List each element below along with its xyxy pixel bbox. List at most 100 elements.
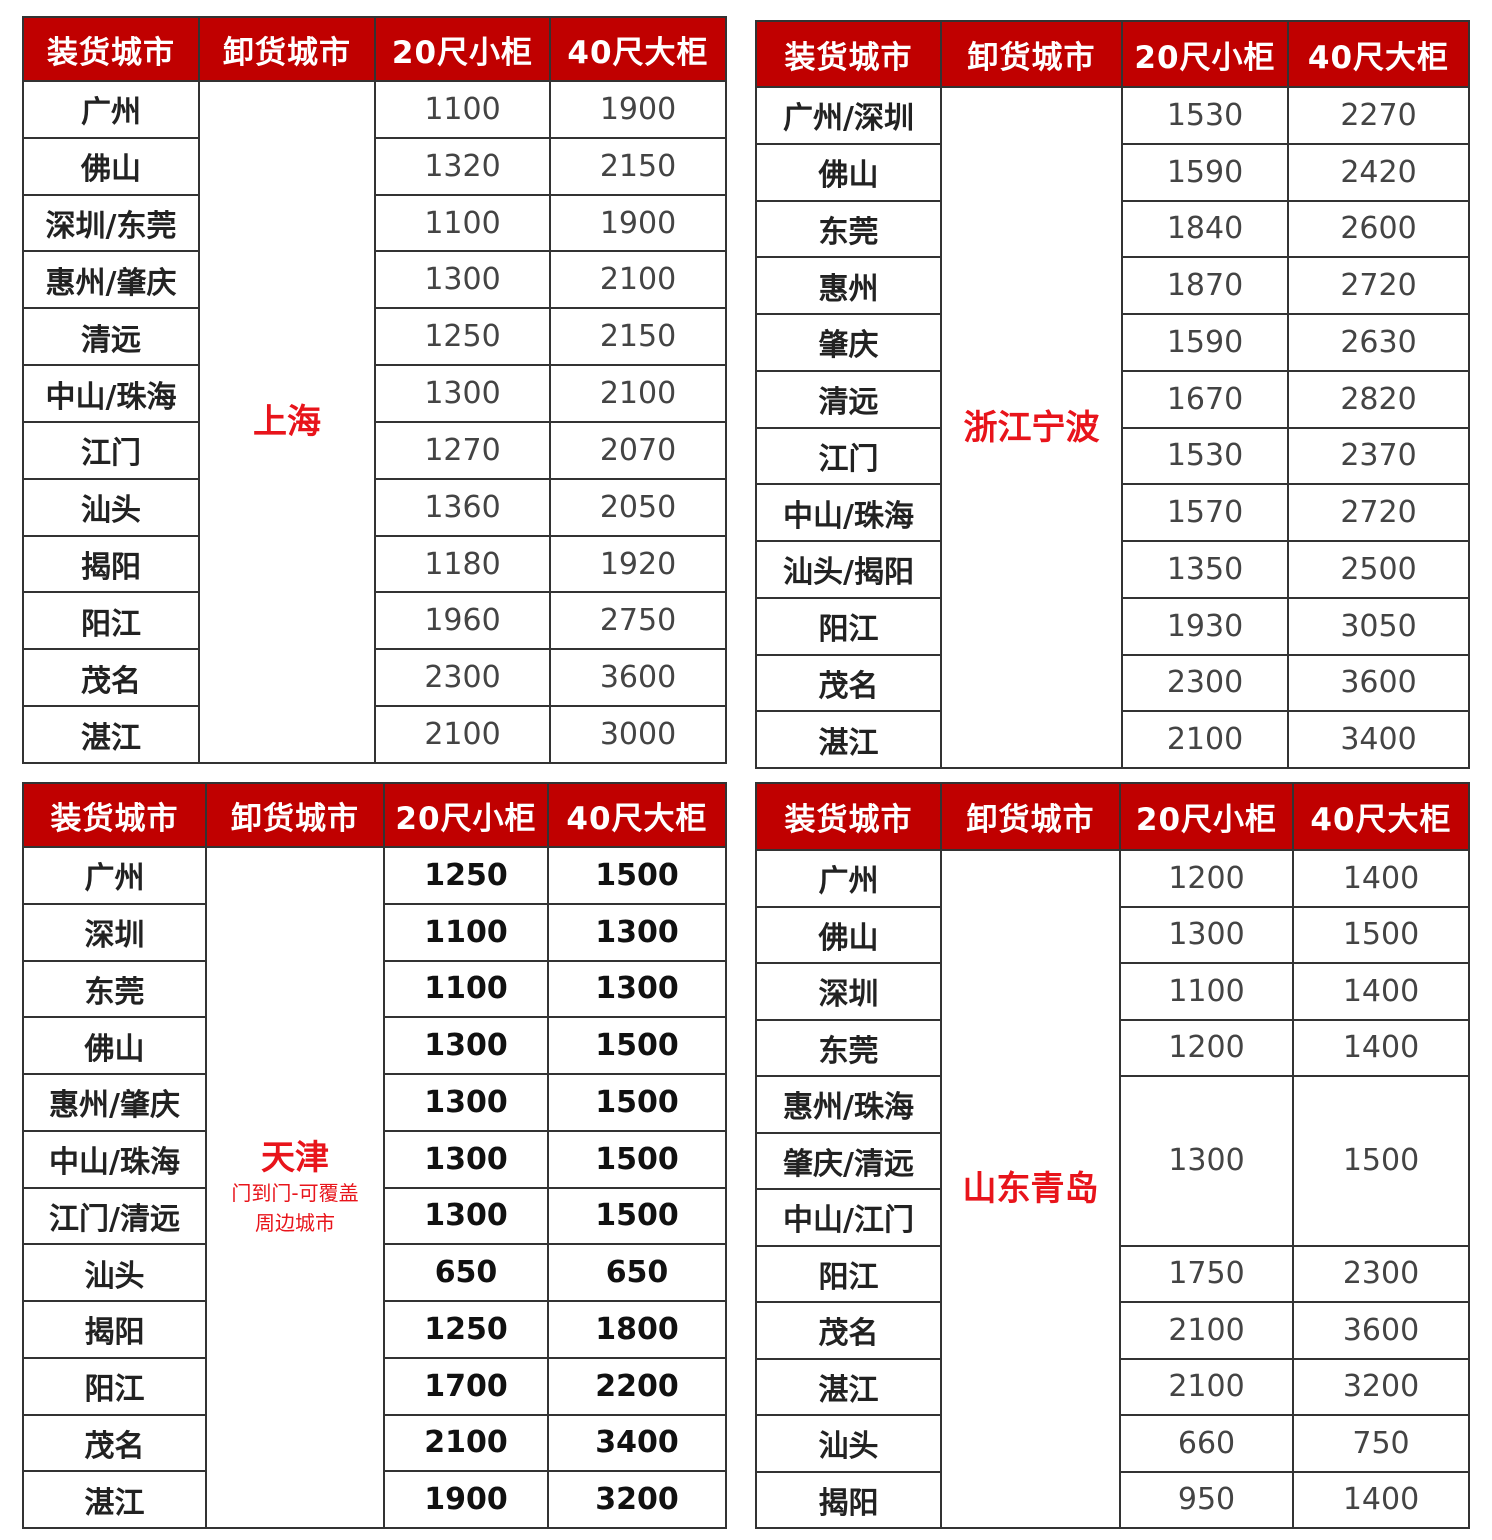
price-40ft: 2050: [549, 477, 727, 537]
header-20ft: 20尺小柜: [374, 16, 551, 82]
loading-city: 汕头: [22, 477, 200, 537]
price-20ft: 1750: [1119, 1244, 1294, 1303]
price-40ft: 1500: [547, 1073, 727, 1132]
table-row: 江门 1270 2070: [22, 420, 727, 480]
table-row: 阳江 1700 2200: [22, 1356, 727, 1416]
price-20ft: 2100: [1121, 710, 1289, 769]
price-40ft: 1400: [1292, 849, 1470, 908]
price-20ft: 1300: [1119, 1075, 1294, 1247]
price-40ft: 3400: [547, 1413, 727, 1473]
table-row: 江门 1530 2370: [755, 426, 1470, 486]
header-20ft: 20尺小柜: [1121, 20, 1289, 88]
price-40ft: 2100: [549, 364, 727, 423]
loading-city: 清远: [22, 307, 200, 367]
price-20ft: 1530: [1121, 426, 1289, 486]
loading-city: 茂名: [22, 1413, 207, 1473]
header-20ft: 20尺小柜: [383, 782, 549, 848]
table-row: 肇庆/清远: [755, 1131, 1469, 1190]
loading-city: 汕头/揭阳: [755, 540, 942, 599]
price-20ft: 1100: [383, 959, 549, 1019]
header-loading-city: 装货城市: [755, 20, 942, 88]
loading-city: 广州: [22, 80, 200, 139]
price-40ft: 3200: [1292, 1357, 1470, 1416]
table-row: 中山/珠海 1300 2100: [22, 364, 727, 423]
loading-city: 惠州/肇庆: [22, 250, 200, 310]
loading-city: 汕头: [755, 1414, 942, 1473]
price-40ft: 1500: [1292, 1075, 1470, 1247]
header-loading-city: 装货城市: [755, 782, 942, 851]
price-20ft: 1300: [383, 1129, 549, 1189]
loading-city: 揭阳: [22, 1300, 207, 1359]
table-row: 惠州 1870 2720: [755, 256, 1470, 315]
price-40ft: 1500: [547, 846, 727, 905]
loading-city: 茂名: [22, 648, 200, 708]
loading-city: 深圳: [755, 962, 942, 1021]
price-40ft: 1800: [547, 1300, 727, 1359]
header-row: 装货城市 卸货城市 20尺小柜 40尺大柜: [22, 16, 727, 82]
table-row: 汕头 1360 2050: [22, 477, 727, 537]
price-20ft: 1530: [1121, 86, 1289, 145]
loading-city: 广州: [755, 849, 942, 908]
price-20ft: 2100: [374, 705, 551, 764]
price-40ft: 1500: [547, 1186, 727, 1246]
price-40ft: 1900: [549, 80, 727, 139]
table-row: 深圳 1100 1300: [22, 902, 727, 962]
loading-city: 佛山: [22, 136, 200, 196]
table-row: 揭阳 1180 1920: [22, 534, 727, 594]
header-unloading-city: 卸货城市: [940, 20, 1123, 88]
price-40ft: 3600: [1292, 1301, 1470, 1360]
price-20ft: 1300: [374, 364, 551, 423]
loading-city: 东莞: [755, 199, 942, 259]
price-40ft: 2070: [549, 420, 727, 480]
table-row: 东莞 1100 1300: [22, 959, 727, 1019]
price-40ft: 2300: [1292, 1244, 1470, 1303]
price-40ft: 1900: [549, 193, 727, 253]
price-40ft: 2720: [1287, 483, 1470, 542]
price-40ft: 2370: [1287, 426, 1470, 486]
loading-city: 揭阳: [22, 534, 200, 594]
destination-name: 上海: [253, 402, 321, 442]
table-row: 揭阳 1250 1800: [22, 1300, 727, 1359]
header-loading-city: 装货城市: [22, 782, 207, 848]
loading-city: 揭阳: [755, 1470, 942, 1529]
table-row: 湛江 1900 3200: [22, 1470, 727, 1529]
price-40ft: 2630: [1287, 313, 1470, 372]
table-row: 湛江 2100 3200: [755, 1357, 1470, 1416]
price-20ft: 1200: [1119, 849, 1294, 908]
header-40ft: 40尺大柜: [549, 16, 727, 82]
header-unloading-city: 卸货城市: [205, 782, 385, 848]
price-40ft: 3000: [549, 705, 727, 764]
price-table-tianjin: 装货城市 卸货城市 20尺小柜 40尺大柜 广州 天津 门到门-可覆盖 周边城市 1250 150…: [22, 782, 727, 1529]
loading-city: 清远: [755, 369, 942, 429]
table-row: 惠州/珠海 1300 1500: [755, 1075, 1470, 1247]
table-row: 惠州/肇庆 1300 1500: [22, 1073, 727, 1132]
price-40ft: 2820: [1287, 369, 1470, 429]
table-row: 中山/江门: [755, 1188, 1469, 1247]
price-40ft: 1920: [549, 534, 727, 594]
loading-city: 深圳/东莞: [22, 193, 200, 253]
loading-city: 东莞: [22, 959, 207, 1019]
loading-city: 湛江: [22, 1470, 207, 1529]
price-40ft: 2100: [549, 250, 727, 310]
header-unloading-city: 卸货城市: [940, 782, 1121, 851]
loading-city: 广州: [22, 846, 207, 905]
price-40ft: 3050: [1287, 596, 1470, 656]
table-row: 汕头 650 650: [22, 1243, 727, 1302]
price-20ft: 950: [1119, 1470, 1294, 1529]
header-row: 装货城市 卸货城市 20尺小柜 40尺大柜: [755, 20, 1470, 88]
price-20ft: 1200: [1119, 1018, 1294, 1077]
header-40ft: 40尺大柜: [1287, 20, 1470, 88]
price-40ft: 2720: [1287, 256, 1470, 315]
price-40ft: 1500: [547, 1016, 727, 1075]
loading-city: 惠州/肇庆: [22, 1073, 207, 1132]
loading-city: 江门/清远: [22, 1186, 207, 1246]
price-20ft: 2100: [383, 1413, 549, 1473]
price-20ft: 2300: [374, 648, 551, 708]
price-20ft: 1320: [374, 136, 551, 196]
price-40ft: 3200: [547, 1470, 727, 1529]
loading-city: 惠州/珠海: [755, 1075, 942, 1134]
price-20ft: 1300: [383, 1186, 549, 1246]
table-row: 茂名 2300 3600: [755, 653, 1470, 713]
price-20ft: 2100: [1119, 1357, 1294, 1416]
price-40ft: 3600: [1287, 653, 1470, 713]
